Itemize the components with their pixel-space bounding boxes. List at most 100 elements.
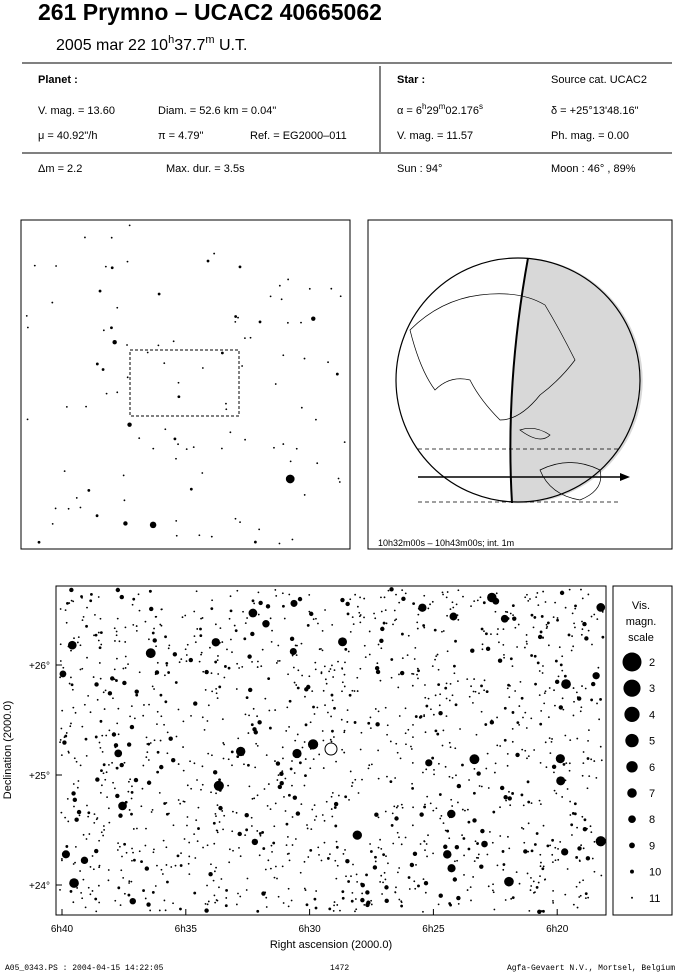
star (282, 902, 285, 904)
star (398, 601, 401, 604)
star (311, 690, 314, 693)
star (424, 731, 427, 734)
star (124, 641, 127, 643)
star (79, 668, 82, 671)
star (321, 730, 324, 732)
star (208, 872, 213, 877)
globe-caption: 10h32m00s – 10h43m00s; int. 1m (378, 538, 514, 548)
star (491, 889, 494, 892)
star (72, 783, 75, 785)
star (156, 864, 158, 867)
star (489, 720, 495, 725)
star (95, 818, 98, 821)
star (385, 855, 387, 858)
star (214, 812, 217, 815)
star (153, 739, 156, 742)
star (497, 658, 503, 663)
star (356, 880, 359, 883)
star (112, 340, 117, 345)
star (129, 724, 135, 730)
star (490, 719, 493, 722)
star (72, 863, 75, 865)
star (317, 846, 320, 849)
star (105, 771, 108, 774)
star (236, 662, 239, 665)
star (108, 729, 111, 732)
star (400, 843, 403, 846)
star (256, 666, 259, 668)
star (275, 761, 281, 766)
star (592, 672, 600, 680)
star (323, 841, 326, 844)
star (220, 447, 223, 450)
star (535, 885, 539, 889)
star (166, 880, 169, 884)
star (473, 678, 476, 680)
star (526, 872, 529, 875)
star (574, 626, 576, 629)
star (469, 754, 480, 765)
star (262, 620, 270, 628)
star (558, 646, 561, 649)
x-tick-label: 6h20 (546, 924, 569, 935)
star (309, 721, 312, 724)
star (324, 678, 327, 681)
star (536, 592, 539, 594)
star (188, 855, 191, 858)
star (453, 672, 456, 675)
star (561, 669, 564, 672)
star (72, 797, 78, 803)
star (153, 627, 155, 630)
star (449, 746, 452, 749)
star (328, 670, 331, 673)
star (439, 817, 442, 820)
star (341, 690, 343, 693)
star (287, 793, 291, 797)
star (295, 684, 298, 686)
star (343, 441, 346, 444)
star (227, 758, 230, 761)
star (538, 799, 541, 802)
scale-dot (623, 679, 641, 697)
star (267, 783, 270, 785)
date-part: U.T. (215, 37, 248, 54)
star (374, 855, 377, 859)
scale-label: 4 (649, 709, 655, 721)
star (262, 847, 266, 850)
star (173, 437, 177, 441)
star (401, 589, 404, 592)
star (377, 749, 380, 752)
star (198, 660, 201, 663)
star (363, 616, 365, 619)
star (472, 791, 476, 795)
field: Δm = 2.2 (38, 163, 82, 175)
star (546, 844, 550, 848)
star (546, 621, 550, 625)
star (545, 627, 548, 630)
star (571, 834, 573, 836)
star (581, 685, 583, 687)
star (67, 507, 70, 510)
star (117, 707, 120, 710)
star (582, 847, 585, 850)
star (123, 521, 128, 526)
star (160, 765, 163, 768)
star (343, 673, 346, 676)
star (293, 772, 296, 774)
star (534, 682, 537, 686)
star (149, 521, 157, 529)
star (480, 710, 483, 713)
star (407, 728, 410, 731)
star (587, 896, 590, 899)
star (176, 854, 180, 858)
star (583, 818, 587, 822)
star (257, 720, 262, 725)
star (116, 617, 119, 620)
star (582, 762, 585, 765)
star (449, 612, 458, 621)
star (247, 654, 252, 659)
star (152, 851, 155, 854)
star (138, 671, 141, 674)
star (477, 853, 480, 856)
star (564, 606, 567, 609)
